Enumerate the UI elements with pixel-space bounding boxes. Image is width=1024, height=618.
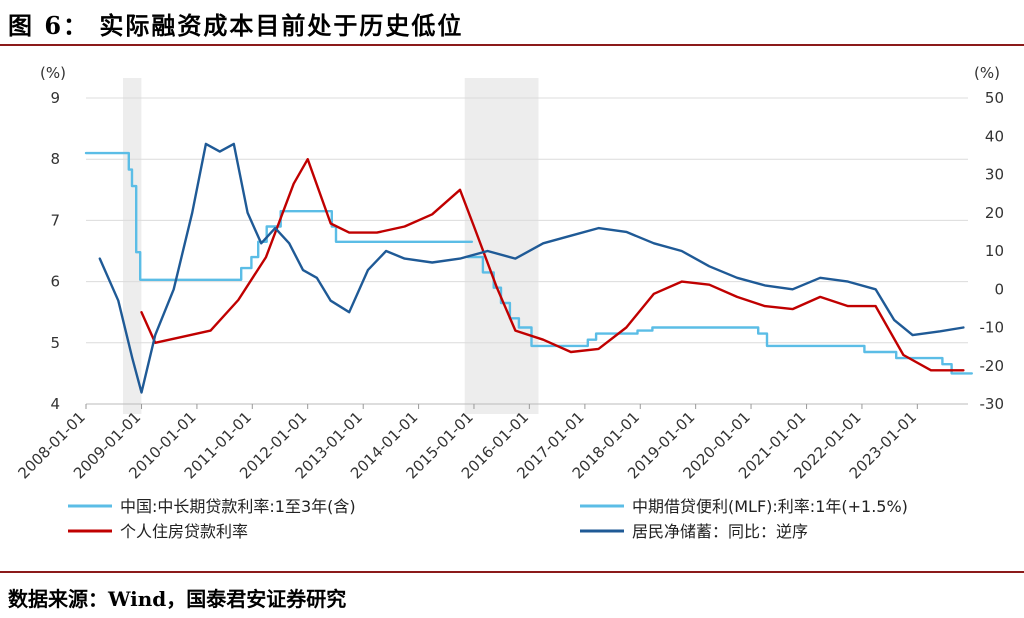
right-tick-label-2: -10 [980, 319, 1005, 337]
right-tick-label-7: 40 [985, 127, 1004, 145]
chart-title: 图 6： 实际融资成本目前处于历史低位 [8, 11, 464, 40]
shaded-band-0 [123, 78, 142, 414]
series-line-2 [140, 158, 965, 372]
right-tick-label-6: 30 [985, 166, 1004, 184]
legend-label-1: 中期借贷便利(MLF):利率:1年(+1.5%) [632, 497, 908, 516]
title-bar: 图 6： 实际融资成本目前处于历史低位 [0, 0, 1024, 46]
left-tick-label-4: 8 [50, 150, 60, 168]
source-note: 数据来源：Wind，国泰君安证券研究 [8, 587, 347, 611]
right-tick-label-4: 10 [985, 242, 1004, 260]
series-line-3 [98, 142, 965, 394]
legend: 中国:中长期贷款利率:1至3年(含) 中期借贷便利(MLF):利率:1年(+1.5… [68, 497, 908, 541]
right-tick-label-5: 20 [985, 204, 1004, 222]
right-tick-label-3: 0 [994, 280, 1004, 298]
left-tick-label-5: 9 [50, 89, 60, 107]
series-line-0 [84, 151, 474, 281]
right-tick-label-1: -20 [980, 357, 1005, 375]
legend-label-2: 个人住房贷款利率 [120, 522, 248, 541]
shaded-band-1 [464, 78, 539, 414]
source-bar: 数据来源：Wind，国泰君安证券研究 [0, 571, 1024, 618]
left-tick-label-1: 5 [50, 334, 60, 352]
legend-label-0: 中国:中长期贷款利率:1至3年(含) [120, 497, 356, 516]
right-tick-label-8: 50 [985, 89, 1004, 107]
left-tick-label-0: 4 [50, 395, 60, 413]
left-tick-label-2: 6 [50, 273, 60, 291]
series-line-1 [466, 255, 973, 375]
series-lines [84, 142, 973, 394]
legend-label-3: 居民净储蓄：同比：逆序 [632, 522, 808, 541]
right-axis-unit: (%) [974, 64, 1000, 82]
left-tick-label-3: 7 [50, 211, 60, 229]
right-tick-label-0: -30 [980, 395, 1005, 413]
left-axis-unit: (%) [40, 64, 66, 82]
shaded-periods [123, 78, 539, 414]
